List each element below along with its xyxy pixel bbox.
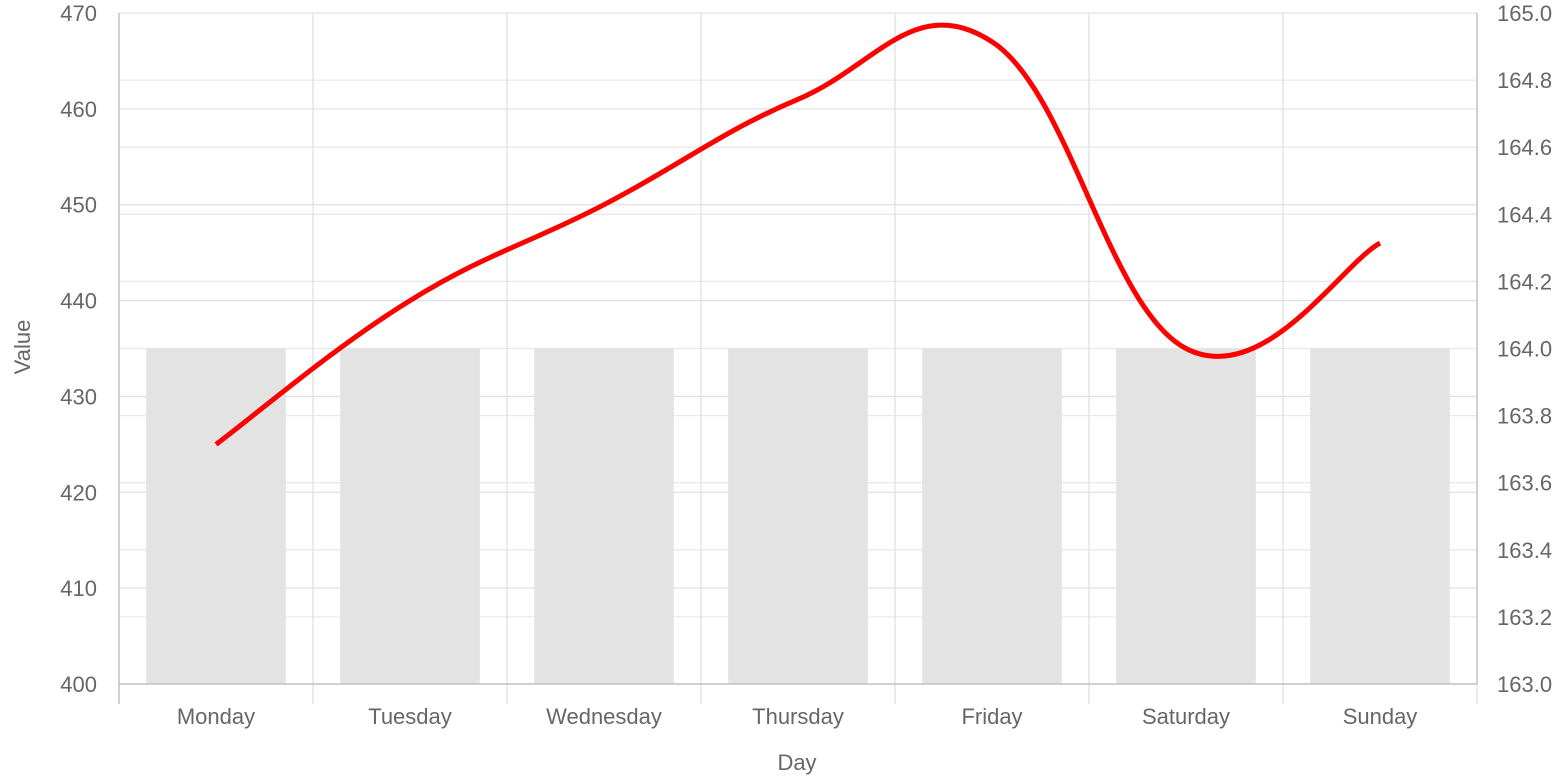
x-tick-label: Wednesday — [546, 704, 662, 729]
y-right-tick-label: 163.2 — [1497, 605, 1552, 630]
x-tick-label: Monday — [177, 704, 255, 729]
y-left-tick-label: 440 — [60, 289, 97, 314]
y-left-tick-label: 460 — [60, 97, 97, 122]
line-series — [214, 22, 1382, 447]
y-right-tick-label: 164.2 — [1497, 269, 1552, 294]
tick-labels: 400 410 420 430 440 450 460 470 163.0 163.2 163.4 1… — [60, 1, 1552, 729]
y-left-tick-label: 470 — [60, 1, 97, 26]
y-left-tick-label: 450 — [60, 193, 97, 218]
bar-series — [146, 348, 1450, 684]
y-left-tick-label: 410 — [60, 576, 97, 601]
bar-thursday — [728, 348, 868, 684]
bar-saturday — [1116, 348, 1256, 684]
y-right-tick-label: 163.0 — [1497, 672, 1552, 697]
x-axis-title: Day — [777, 750, 816, 775]
y-right-tick-label: 165.0 — [1497, 1, 1552, 26]
y-right-tick-label: 164.4 — [1497, 202, 1552, 227]
x-tick-label: Thursday — [752, 704, 844, 729]
bar-friday — [922, 348, 1062, 684]
y-right-tick-label: 163.4 — [1497, 538, 1552, 563]
y-right-tick-label: 163.8 — [1497, 404, 1552, 429]
bar-tuesday — [340, 348, 480, 684]
y-axis-title: Value — [10, 320, 35, 375]
bar-monday — [146, 348, 286, 684]
x-tick-label: Sunday — [1343, 704, 1418, 729]
bar-sunday — [1310, 348, 1450, 684]
y-right-tick-label: 164.0 — [1497, 337, 1552, 362]
bar-wednesday — [534, 348, 674, 684]
x-tick-label: Friday — [961, 704, 1022, 729]
y-right-tick-label: 164.8 — [1497, 68, 1552, 93]
axes — [118, 13, 1478, 704]
y-left-tick-label: 420 — [60, 480, 97, 505]
y-left-tick-label: 400 — [60, 672, 97, 697]
y-left-tick-label: 430 — [60, 384, 97, 409]
y-right-tick-label: 163.6 — [1497, 471, 1552, 496]
value-line — [214, 22, 1382, 447]
y-right-tick-label: 164.6 — [1497, 135, 1552, 160]
x-tick-label: Tuesday — [368, 704, 452, 729]
x-tick-label: Saturday — [1142, 704, 1230, 729]
